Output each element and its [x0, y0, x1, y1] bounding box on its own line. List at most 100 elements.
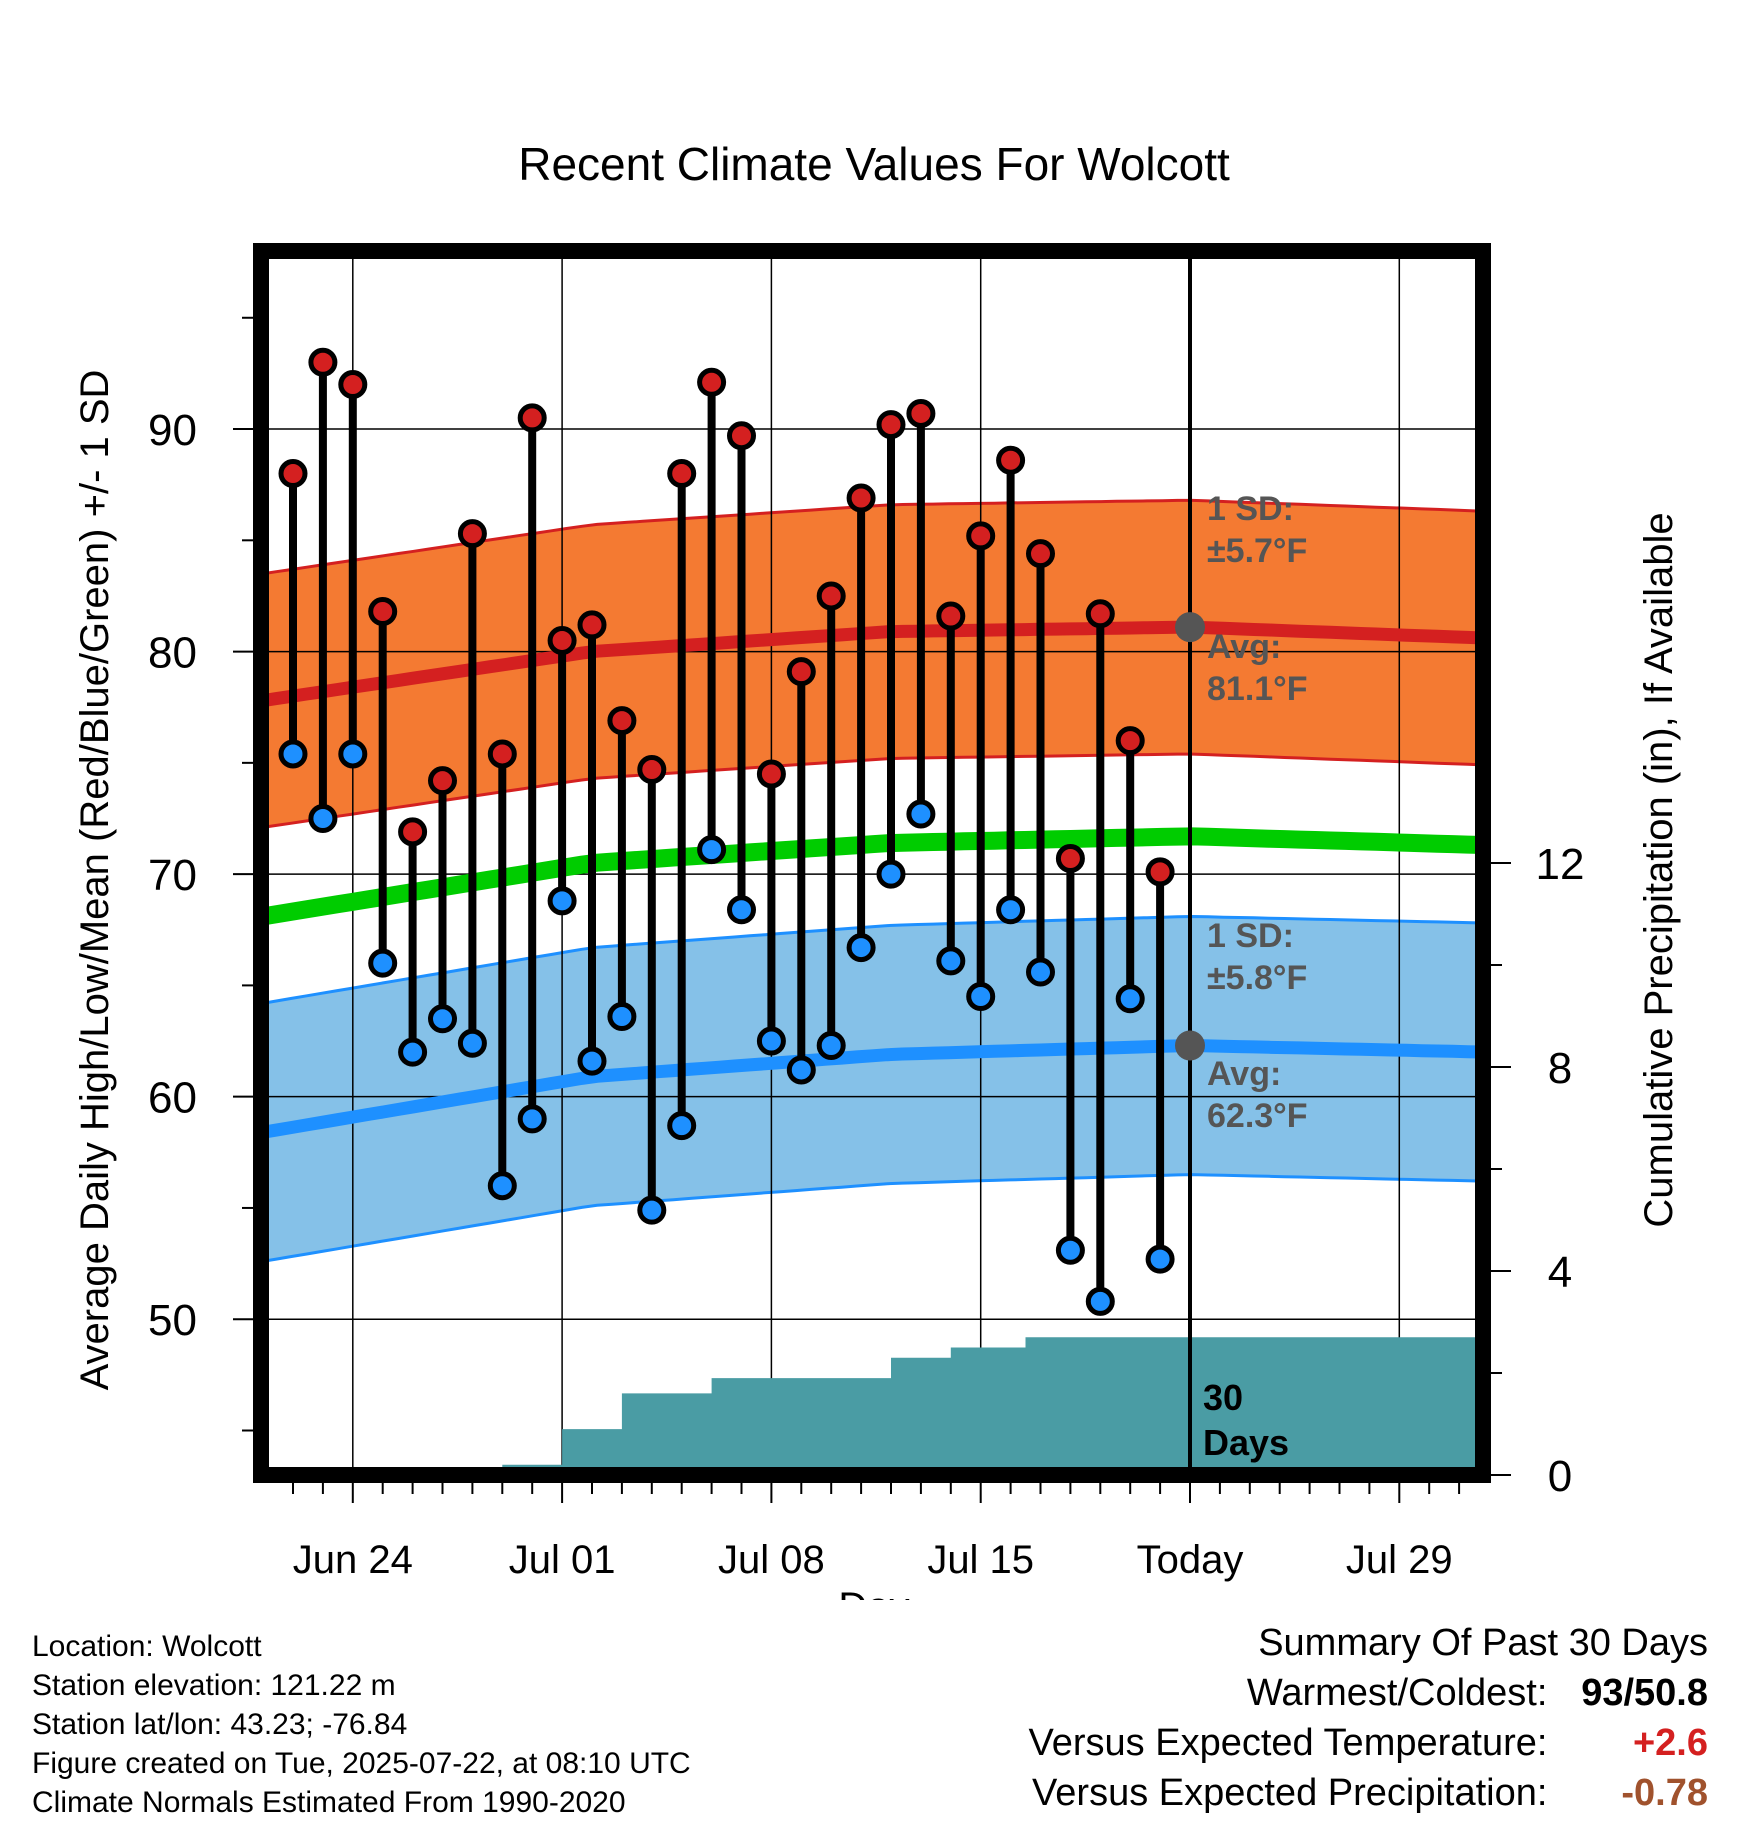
- observed-low-point: [816, 1030, 846, 1060]
- y-tick-label: 80: [148, 629, 197, 678]
- observed-high-point: [457, 519, 487, 549]
- high-sd-lower-edge: [261, 752, 1483, 830]
- observed-high-point: [637, 755, 667, 785]
- observed-low-point: [637, 1195, 667, 1225]
- observed-low-point: [1115, 984, 1145, 1014]
- low-sd-band: [261, 916, 1483, 1262]
- high-avg-label: Avg:: [1207, 628, 1281, 666]
- observed-temperatures: [278, 347, 1175, 1316]
- plot-frame: [253, 243, 1491, 1483]
- normal-lines: [261, 620, 1483, 1140]
- window-days-number: 30: [1203, 1377, 1243, 1418]
- observed-high-point: [487, 739, 517, 769]
- observed-low-point: [1085, 1286, 1115, 1316]
- high-avg-value: 81.1°F: [1207, 670, 1308, 708]
- observed-high-point: [577, 610, 607, 640]
- x-tick-label: Jul 01: [509, 1538, 616, 1582]
- location-text: Location: Wolcott: [32, 1630, 262, 1663]
- summary-title: Summary Of Past 30 Days: [1258, 1622, 1708, 1664]
- observed-low-point: [398, 1037, 428, 1067]
- observed-low-point: [428, 1004, 457, 1034]
- observed-high-point: [1115, 726, 1145, 756]
- created-text: Figure created on Tue, 2025-07-22, at 08…: [32, 1747, 691, 1780]
- high-sd-band: [261, 500, 1483, 828]
- observed-low-point: [876, 859, 906, 889]
- observed-high-point: [786, 657, 816, 687]
- precip-anomaly-row: Versus Expected Precipitation: -0.78: [1029, 1768, 1708, 1818]
- annotations: 1 SD: ±5.7°F Avg: 81.1°F 1 SD: ±5.8°F Avg: 62.3…: [1175, 490, 1308, 1463]
- observed-high-point: [308, 347, 338, 377]
- observed-high-point: [906, 398, 936, 428]
- y-tick-label: 60: [148, 1074, 197, 1123]
- observed-high-point: [338, 370, 368, 400]
- high-sd-label: 1 SD:: [1207, 490, 1294, 528]
- temp-anomaly-label: Versus Expected Temperature:: [1028, 1722, 1548, 1764]
- plot-background: [261, 251, 1483, 1475]
- observed-high-point: [428, 766, 457, 796]
- y-axis-label: Average Daily High/Low/Mean (Red/Blue/Gr…: [73, 370, 117, 1391]
- y2-axis-label: Cumulative Precipitation (in), If Availa…: [1637, 512, 1681, 1227]
- x-tick-label: Jul 08: [718, 1538, 825, 1582]
- high-sd-value: ±5.7°F: [1207, 532, 1307, 570]
- low-sd-value: ±5.8°F: [1207, 959, 1307, 997]
- normal-mean-line: [261, 827, 1483, 926]
- chart-title: Recent Climate Values For Wolcott: [518, 138, 1230, 190]
- x-tick-label: Jun 24: [293, 1538, 413, 1582]
- normal-high-line: [261, 620, 1483, 708]
- observed-high-point: [936, 601, 966, 631]
- observed-low-point: [906, 799, 936, 829]
- observed-high-point: [607, 706, 637, 736]
- precip-anomaly-value: -0.78: [1621, 1772, 1708, 1814]
- observed-high-point: [876, 410, 906, 440]
- observed-low-point: [1145, 1244, 1175, 1274]
- observed-low-point: [966, 982, 996, 1012]
- observed-low-point: [1055, 1235, 1085, 1265]
- observed-high-point: [697, 367, 727, 397]
- observed-high-point: [667, 459, 697, 489]
- observed-low-point: [727, 895, 756, 925]
- low-sd-upper-edge: [261, 914, 1483, 1006]
- observed-low-point: [756, 1026, 786, 1056]
- y-tick-label: 50: [148, 1296, 197, 1345]
- observed-low-point: [308, 803, 338, 833]
- low-avg-value: 62.3°F: [1207, 1097, 1308, 1135]
- y-tick-label: 90: [148, 406, 197, 455]
- warmest-coldest-label: Warmest/Coldest:: [1246, 1672, 1548, 1714]
- observed-high-point: [846, 483, 876, 513]
- low-avg-dot: [1175, 1030, 1205, 1061]
- observed-high-point: [547, 625, 577, 655]
- station-info: Location: Wolcott Station elevation: 121…: [32, 1627, 691, 1822]
- observed-low-point: [936, 946, 966, 976]
- y-tick-label: 70: [148, 851, 197, 900]
- y2-tick-label: 4: [1548, 1248, 1572, 1297]
- observed-high-point: [517, 403, 547, 433]
- observed-low-point: [1026, 957, 1055, 987]
- axes: 50 60 70 80 90 0 4 8 12 Jun 24 Jul 01 Jul 08 Jul 15 T…: [148, 316, 1584, 1582]
- observed-low-point: [338, 739, 368, 769]
- observed-high-point: [278, 459, 308, 489]
- precip-anomaly-label: Versus Expected Precipitation:: [1032, 1772, 1548, 1814]
- coldest-value: 50.8: [1634, 1672, 1708, 1714]
- observed-low-point: [517, 1104, 547, 1134]
- observed-low-point: [278, 739, 308, 769]
- normals-text: Climate Normals Estimated From 1990-2020: [32, 1786, 626, 1819]
- observed-high-point: [1145, 857, 1175, 887]
- observed-low-point: [667, 1111, 697, 1141]
- window-days-label: Days: [1203, 1422, 1289, 1463]
- observed-low-point: [457, 1028, 487, 1058]
- observed-high-point: [368, 597, 398, 627]
- observed-low-point: [786, 1055, 816, 1085]
- plot-area: [261, 251, 1483, 1475]
- observed-low-point: [487, 1171, 517, 1201]
- observed-low-point: [368, 948, 398, 978]
- observed-low-point: [607, 1002, 637, 1032]
- plot-border: [253, 243, 1491, 1483]
- x-tick-label: Jul 29: [1346, 1538, 1453, 1582]
- y2-tick-label: 0: [1548, 1452, 1572, 1501]
- warmest-coldest-value: 93/50.8: [1581, 1672, 1708, 1714]
- observed-high-point: [1055, 844, 1085, 874]
- temp-anomaly-value: +2.6: [1632, 1722, 1708, 1764]
- observed-low-point: [547, 886, 577, 916]
- temp-anomaly-row: Versus Expected Temperature: +2.6: [1029, 1718, 1708, 1768]
- low-sd-label: 1 SD:: [1207, 917, 1294, 955]
